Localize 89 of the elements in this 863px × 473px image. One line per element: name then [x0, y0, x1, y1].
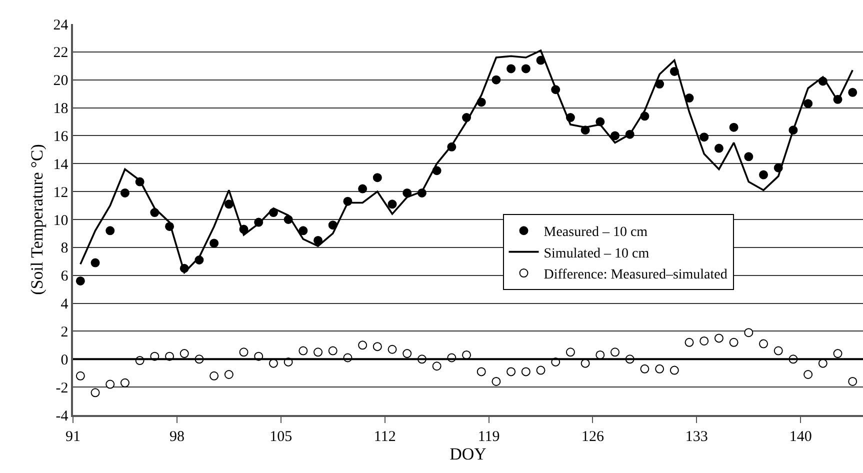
- point: [432, 362, 442, 371]
- point: [239, 348, 248, 357]
- point: [506, 367, 516, 376]
- point: [462, 350, 472, 360]
- point: [388, 200, 397, 209]
- point: [314, 236, 323, 245]
- point: [120, 378, 130, 388]
- point: [759, 170, 768, 180]
- y-tick-label: 18: [53, 101, 68, 118]
- point: [90, 388, 100, 398]
- point: [640, 364, 650, 374]
- point: [224, 370, 234, 379]
- point: [804, 99, 813, 108]
- y-tick-label: 12: [53, 184, 68, 201]
- legend-label: Measured – 10 cm: [544, 225, 648, 240]
- point: [610, 348, 620, 357]
- y-tick-label: 14: [53, 156, 69, 173]
- point: [492, 75, 501, 84]
- legend-label: Difference: Measured–simulated: [544, 267, 728, 282]
- y-tick-label: 24: [53, 17, 69, 34]
- x-tick-label: 98: [169, 428, 184, 445]
- x-tick-label: 140: [789, 428, 812, 445]
- x-tick-label: 105: [270, 428, 292, 445]
- point: [210, 371, 219, 380]
- point: [714, 144, 724, 153]
- point: [848, 88, 858, 97]
- y-tick-label: 22: [53, 45, 68, 62]
- x-tick-label: 91: [66, 428, 80, 445]
- point: [729, 122, 738, 132]
- y-tick-label: -2: [56, 380, 68, 396]
- point: [180, 349, 189, 358]
- point: [90, 258, 100, 268]
- y-tick-label: 6: [60, 268, 69, 285]
- y-tick-label: 4: [60, 296, 69, 313]
- point: [833, 349, 842, 358]
- point: [402, 188, 412, 198]
- point: [76, 276, 85, 286]
- y-axis-title: (Soil Temperature °C): [27, 144, 46, 295]
- y-tick-label: 2: [60, 324, 68, 340]
- point: [506, 64, 516, 74]
- point: [210, 238, 219, 248]
- x-axis-title: DOY: [450, 444, 486, 464]
- point: [700, 132, 709, 142]
- point: [714, 334, 724, 343]
- point: [610, 131, 620, 140]
- y-tick-label: 0: [60, 352, 68, 368]
- point: [670, 366, 679, 375]
- x-tick-label: 112: [374, 428, 396, 445]
- point: [744, 328, 754, 338]
- point: [596, 350, 605, 360]
- point: [372, 342, 382, 352]
- point: [566, 348, 575, 357]
- point: [106, 380, 115, 389]
- point: [684, 338, 694, 347]
- y-tick-label: 10: [53, 212, 68, 229]
- point: [700, 336, 709, 346]
- y-tick-label: 20: [53, 73, 68, 90]
- point: [298, 226, 308, 236]
- point: [759, 339, 768, 348]
- point: [224, 200, 234, 209]
- point: [804, 370, 813, 379]
- point: [492, 376, 501, 386]
- point: [476, 367, 486, 376]
- point: [744, 152, 754, 162]
- x-tick-label: 119: [478, 428, 500, 445]
- y-tick-label: -4: [56, 408, 69, 424]
- legend-label: Simulated – 10 cm: [544, 246, 650, 262]
- point: [328, 346, 338, 356]
- point: [106, 226, 115, 236]
- y-tick-label: 8: [60, 240, 68, 257]
- point: [298, 346, 308, 356]
- point: [655, 364, 664, 374]
- point: [358, 340, 368, 350]
- point: [536, 366, 546, 375]
- x-tick-label: 133: [685, 428, 708, 445]
- point: [774, 346, 783, 356]
- point: [314, 348, 323, 357]
- point: [521, 367, 530, 376]
- point: [358, 184, 368, 194]
- point: [402, 349, 412, 358]
- point: [76, 371, 85, 380]
- point: [120, 188, 130, 198]
- point: [521, 64, 530, 74]
- point: [848, 376, 858, 386]
- point: [388, 344, 397, 354]
- point: [729, 338, 738, 347]
- x-tick-label: 126: [581, 428, 604, 445]
- y-tick-label: 16: [53, 128, 69, 145]
- point: [372, 173, 382, 182]
